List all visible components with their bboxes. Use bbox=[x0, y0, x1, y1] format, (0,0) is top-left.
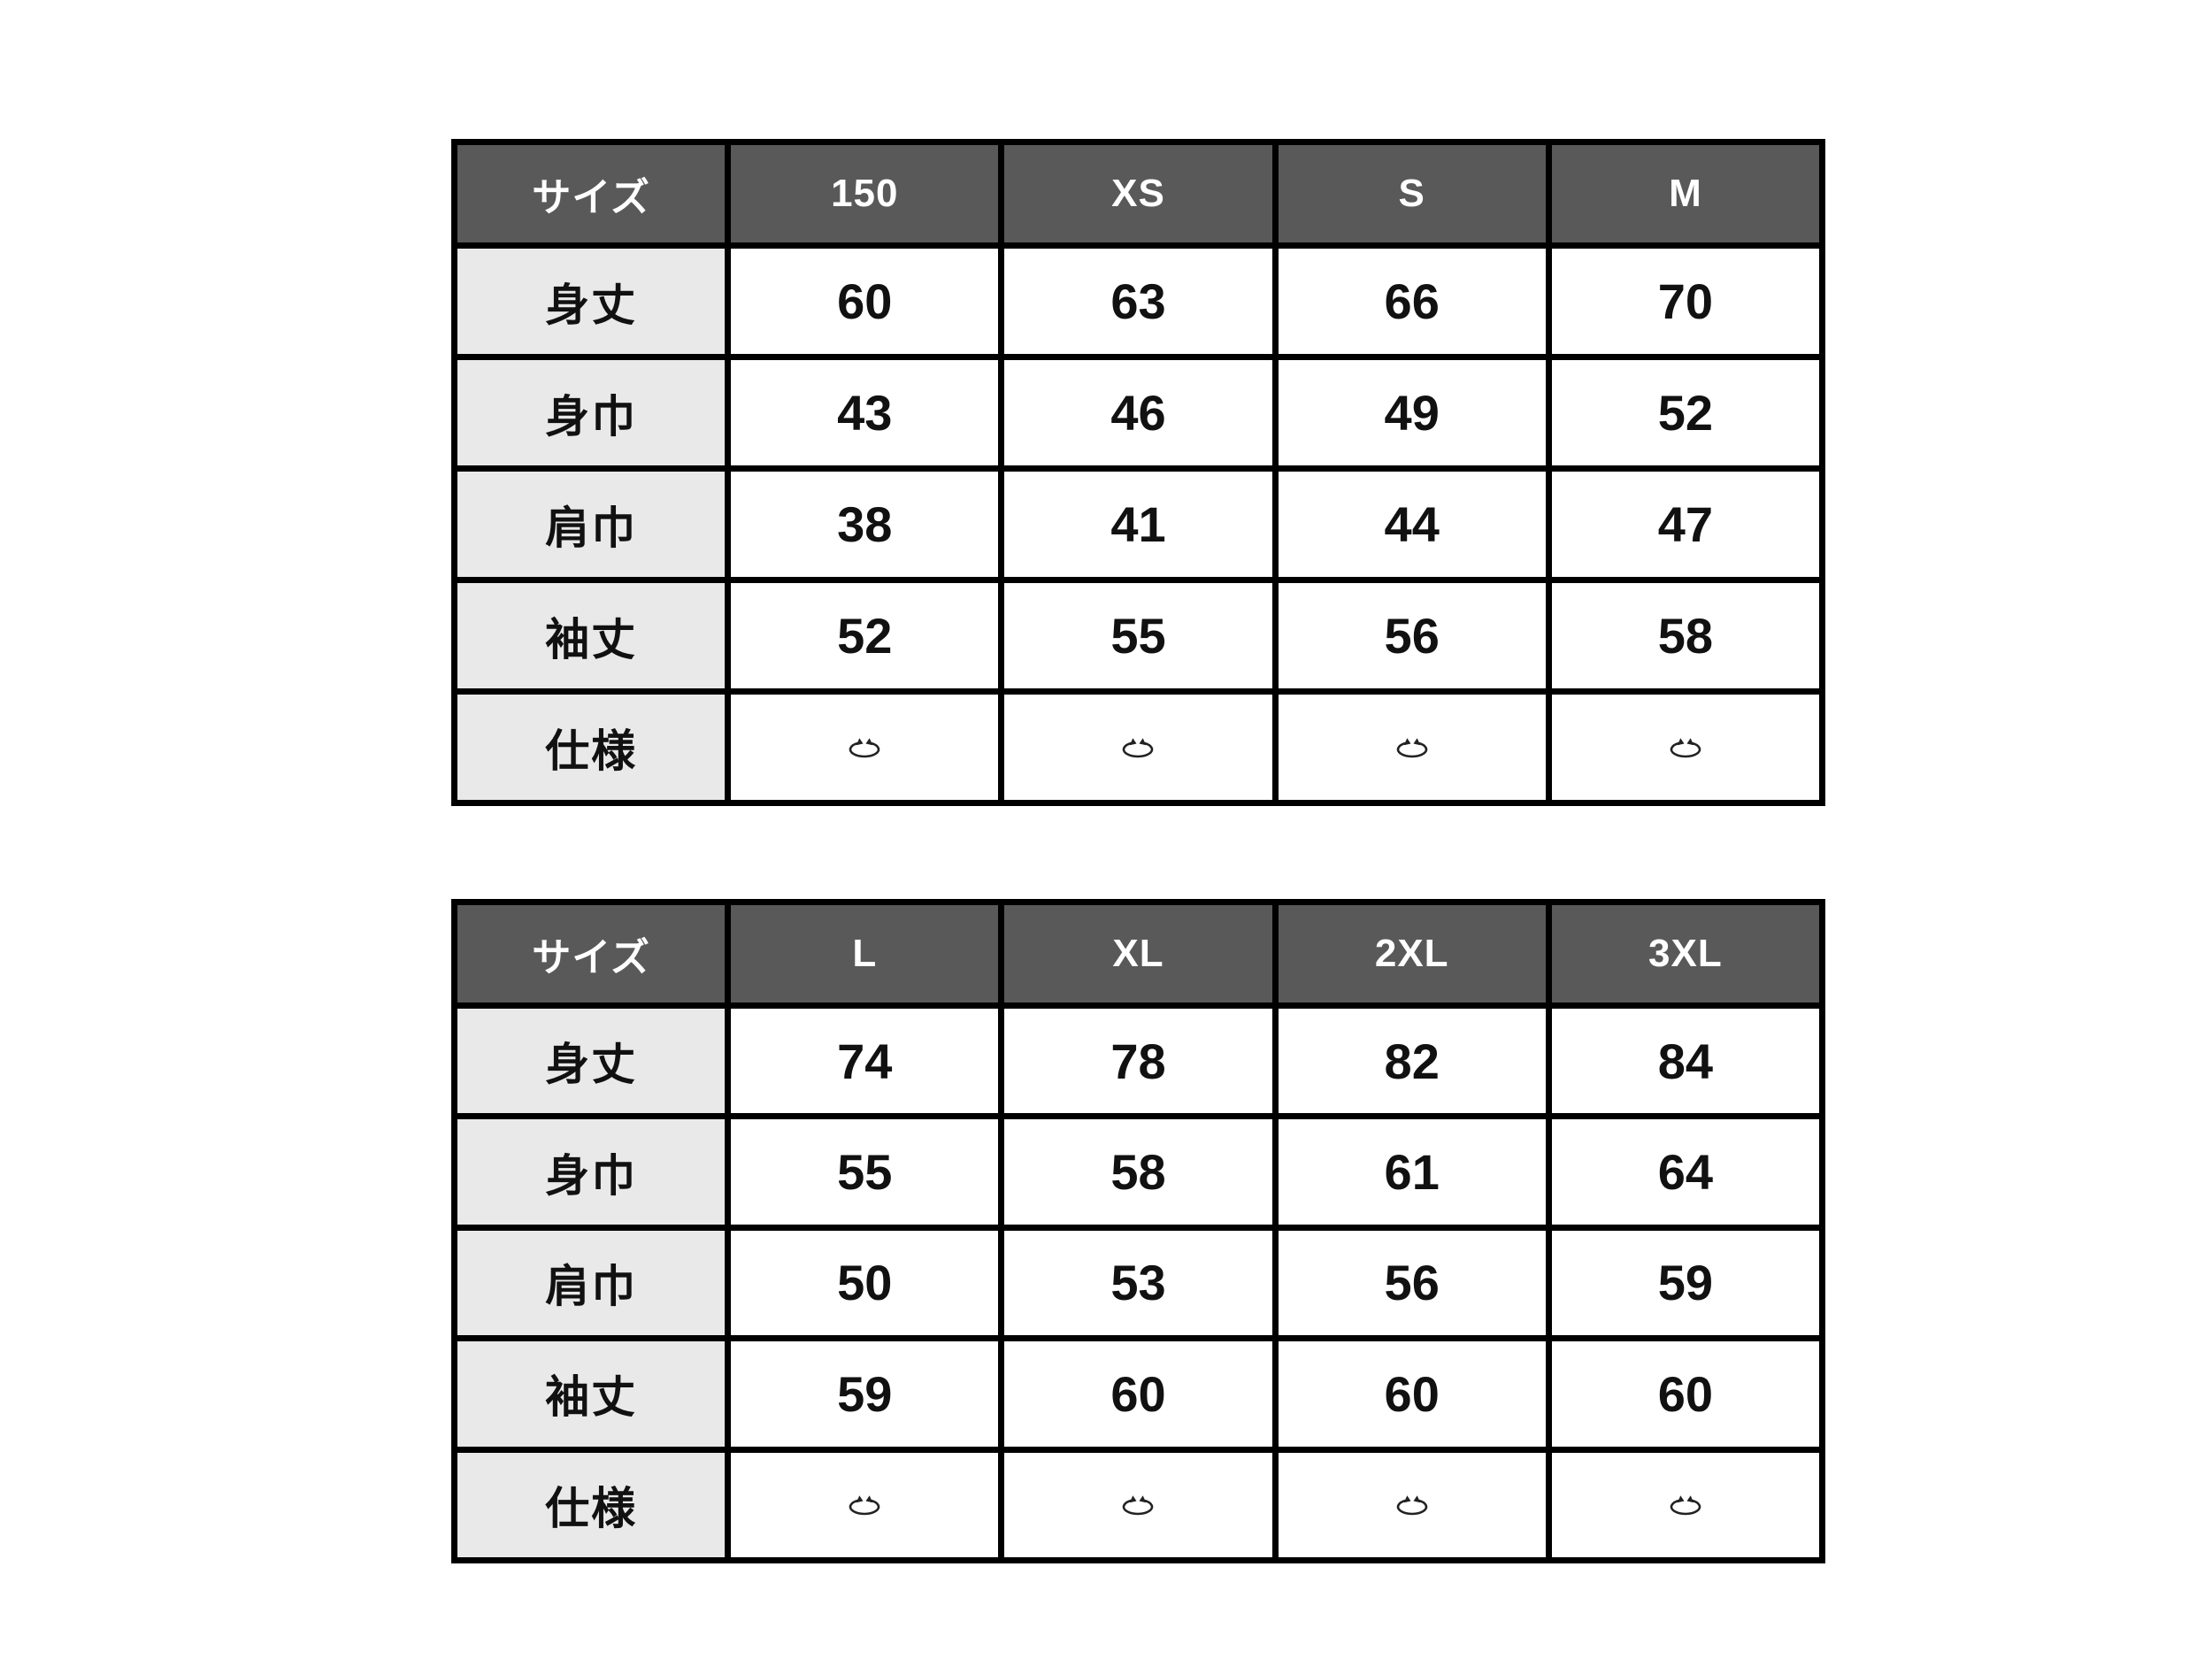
measurement-cell: 52 bbox=[731, 583, 999, 688]
measurement-cell: 66 bbox=[1278, 249, 1546, 354]
rotate-360-icon bbox=[1396, 737, 1427, 757]
rotate-360-icon bbox=[1123, 1494, 1154, 1516]
measurement-cell: 59 bbox=[731, 1341, 999, 1447]
row-label-body-length: 身丈 bbox=[457, 249, 726, 354]
measurement-cell: 74 bbox=[731, 1009, 999, 1114]
measurement-cell: 59 bbox=[1551, 1230, 1819, 1336]
rotate-360-icon bbox=[1396, 1494, 1427, 1516]
row-label-spec: 仕様 bbox=[457, 695, 726, 800]
measurement-cell: 55 bbox=[731, 1119, 999, 1225]
spec-cell bbox=[1004, 695, 1272, 800]
measurement-cell: 50 bbox=[731, 1230, 999, 1336]
size-header-col: 150 bbox=[731, 145, 999, 242]
measurement-cell: 60 bbox=[1551, 1341, 1819, 1447]
measurement-cell: 52 bbox=[1551, 360, 1819, 465]
size-header-label: サイズ bbox=[457, 905, 726, 1002]
spec-cell bbox=[1278, 695, 1546, 800]
measurement-cell: 58 bbox=[1004, 1119, 1272, 1225]
measurement-cell: 64 bbox=[1551, 1119, 1819, 1225]
measurement-cell: 84 bbox=[1551, 1009, 1819, 1114]
row-label-body-width: 身巾 bbox=[457, 1119, 726, 1225]
spec-cell bbox=[731, 695, 999, 800]
measurement-cell: 61 bbox=[1278, 1119, 1546, 1225]
row-label-body-width: 身巾 bbox=[457, 360, 726, 465]
spec-cell bbox=[1004, 1452, 1272, 1557]
measurement-cell: 47 bbox=[1551, 472, 1819, 577]
measurement-cell: 55 bbox=[1004, 583, 1272, 688]
measurement-cell: 56 bbox=[1278, 1230, 1546, 1336]
measurement-cell: 82 bbox=[1278, 1009, 1546, 1114]
size-header-col: 3XL bbox=[1551, 905, 1819, 1002]
row-label-shoulder-width: 肩巾 bbox=[457, 472, 726, 577]
measurement-cell: 46 bbox=[1004, 360, 1272, 465]
measurement-cell: 43 bbox=[731, 360, 999, 465]
row-label-sleeve-length: 袖丈 bbox=[457, 1341, 726, 1447]
size-header-col: XS bbox=[1004, 145, 1272, 242]
measurement-cell: 53 bbox=[1004, 1230, 1272, 1336]
measurement-cell: 58 bbox=[1551, 583, 1819, 688]
rotate-360-icon bbox=[849, 1494, 880, 1516]
measurement-cell: 56 bbox=[1278, 583, 1546, 688]
spec-cell bbox=[1551, 1452, 1819, 1557]
size-header-col: M bbox=[1551, 145, 1819, 242]
size-header-col: L bbox=[731, 905, 999, 1002]
rotate-360-icon bbox=[1670, 737, 1701, 757]
spec-cell bbox=[1278, 1452, 1546, 1557]
rotate-360-icon bbox=[1123, 737, 1154, 757]
size-table-150-to-m: サイズ 150 XS S M 身丈 60 63 66 70 身巾 43 46 4… bbox=[451, 139, 1825, 806]
measurement-cell: 78 bbox=[1004, 1009, 1272, 1114]
spec-cell bbox=[1551, 695, 1819, 800]
row-label-spec: 仕様 bbox=[457, 1452, 726, 1557]
measurement-cell: 60 bbox=[731, 249, 999, 354]
rotate-360-icon bbox=[849, 737, 880, 757]
size-header-col: 2XL bbox=[1278, 905, 1546, 1002]
rotate-360-icon bbox=[1670, 1494, 1701, 1516]
measurement-cell: 70 bbox=[1551, 249, 1819, 354]
measurement-cell: 60 bbox=[1278, 1341, 1546, 1447]
row-label-body-length: 身丈 bbox=[457, 1009, 726, 1114]
row-label-sleeve-length: 袖丈 bbox=[457, 583, 726, 688]
size-header-col: XL bbox=[1004, 905, 1272, 1002]
size-header-label: サイズ bbox=[457, 145, 726, 242]
size-table-l-to-3xl: サイズ L XL 2XL 3XL 身丈 74 78 82 84 身巾 55 58… bbox=[451, 899, 1825, 1563]
size-header-col: S bbox=[1278, 145, 1546, 242]
measurement-cell: 63 bbox=[1004, 249, 1272, 354]
row-label-shoulder-width: 肩巾 bbox=[457, 1230, 726, 1336]
measurement-cell: 38 bbox=[731, 472, 999, 577]
spec-cell bbox=[731, 1452, 999, 1557]
measurement-cell: 41 bbox=[1004, 472, 1272, 577]
measurement-cell: 49 bbox=[1278, 360, 1546, 465]
measurement-cell: 44 bbox=[1278, 472, 1546, 577]
measurement-cell: 60 bbox=[1004, 1341, 1272, 1447]
